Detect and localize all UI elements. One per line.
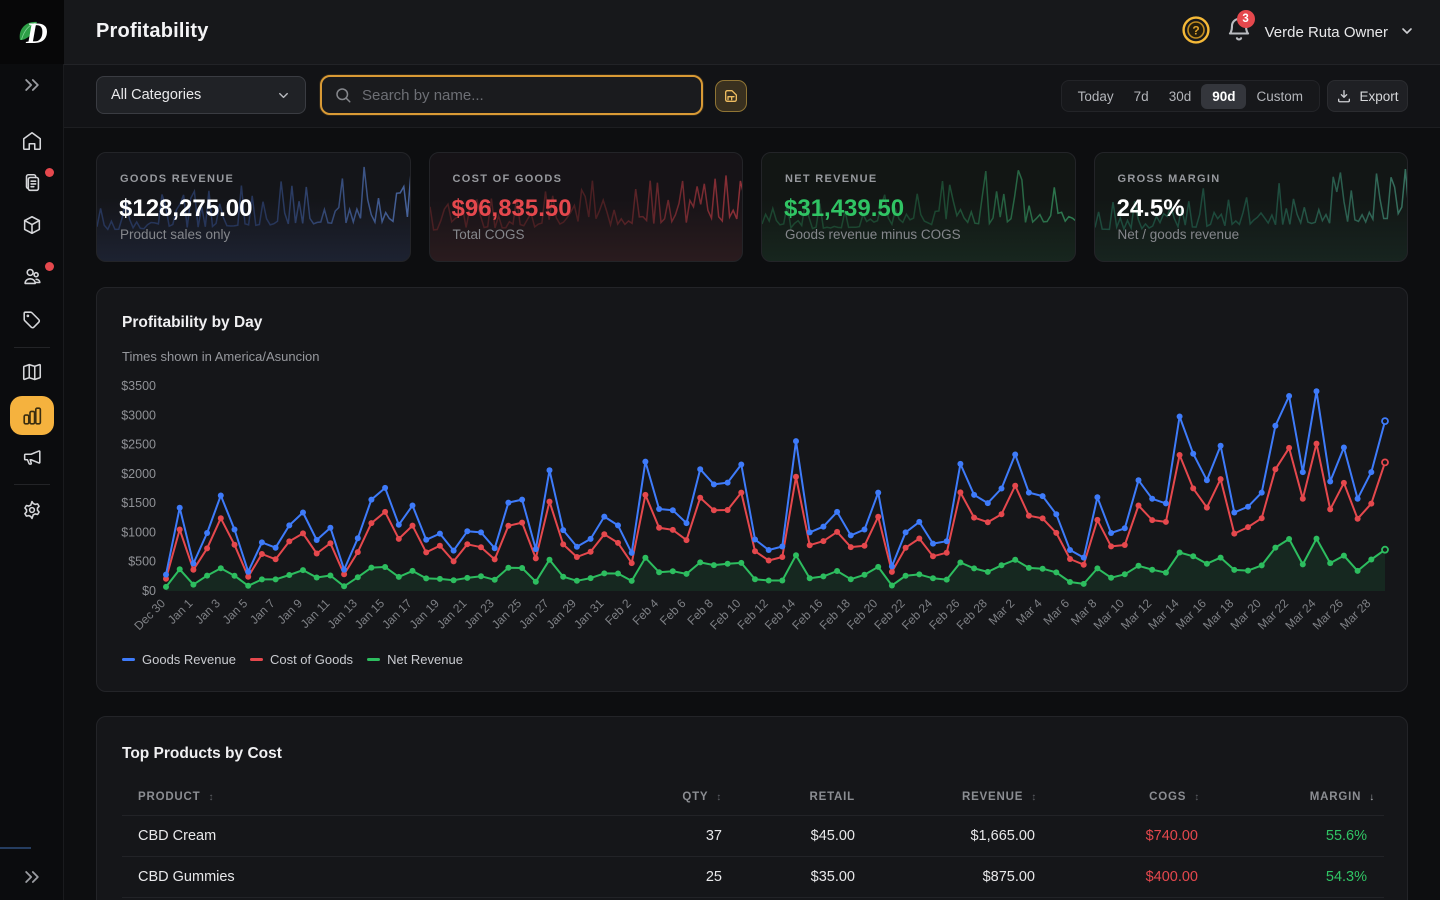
svg-text:$2000: $2000: [121, 467, 156, 481]
svg-text:Mar 2: Mar 2: [986, 596, 1018, 628]
svg-text:Jan 5: Jan 5: [220, 596, 251, 627]
svg-text:Dec 30: Dec 30: [131, 596, 168, 633]
svg-text:Jan 1: Jan 1: [165, 596, 196, 627]
svg-text:$500: $500: [128, 555, 156, 569]
svg-text:Jan 21: Jan 21: [434, 596, 470, 632]
svg-text:Jan 29: Jan 29: [544, 596, 580, 632]
svg-text:Jan 25: Jan 25: [489, 596, 525, 632]
svg-text:Jan 19: Jan 19: [407, 596, 443, 632]
svg-text:Feb 4: Feb 4: [630, 596, 662, 628]
svg-text:$1000: $1000: [121, 525, 156, 539]
svg-text:Jan 15: Jan 15: [352, 596, 388, 632]
svg-text:?: ?: [1192, 23, 1199, 37]
svg-text:Feb 6: Feb 6: [657, 596, 689, 628]
svg-text:$2500: $2500: [121, 438, 156, 452]
svg-text:Jan 17: Jan 17: [379, 596, 415, 632]
svg-text:D: D: [25, 17, 48, 50]
svg-text:Mar 6: Mar 6: [1041, 596, 1073, 628]
svg-text:$0: $0: [142, 584, 156, 598]
svg-text:Feb 28: Feb 28: [954, 596, 991, 633]
svg-text:Jan 27: Jan 27: [516, 596, 552, 632]
svg-text:$1500: $1500: [121, 496, 156, 510]
svg-text:Jan 31: Jan 31: [571, 596, 607, 632]
svg-text:Mar 4: Mar 4: [1013, 596, 1045, 628]
svg-text:Feb 2: Feb 2: [602, 596, 634, 628]
svg-text:$3500: $3500: [121, 379, 156, 393]
svg-text:Jan 13: Jan 13: [325, 596, 361, 632]
svg-text:Mar 28: Mar 28: [1337, 596, 1374, 633]
svg-text:Jan 23: Jan 23: [461, 596, 497, 632]
svg-text:$3000: $3000: [121, 408, 156, 422]
svg-text:Jan 3: Jan 3: [192, 596, 223, 627]
svg-text:Jan 7: Jan 7: [247, 596, 278, 627]
